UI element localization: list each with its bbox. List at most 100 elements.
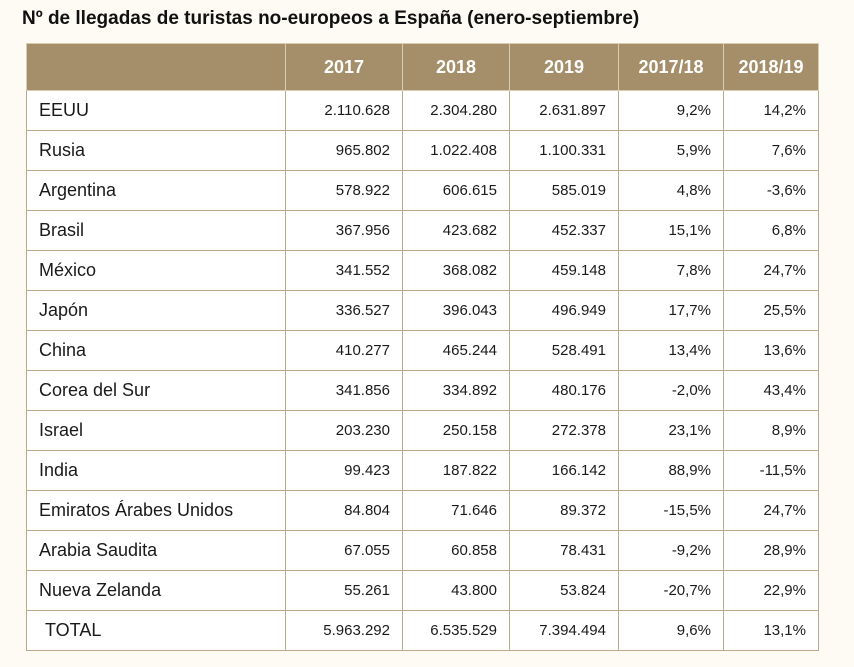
value-cell: 5,9% bbox=[618, 130, 724, 171]
country-cell: Corea del Sur bbox=[26, 370, 286, 411]
value-cell: 6.535.529 bbox=[402, 610, 510, 651]
value-cell: 272.378 bbox=[509, 410, 619, 451]
value-cell: 24,7% bbox=[723, 490, 819, 531]
value-cell: 606.615 bbox=[402, 170, 510, 211]
table-row: Brasil 367.956 423.682 452.337 15,1% 6,8% bbox=[26, 210, 819, 251]
header-cell-2018: 2018 bbox=[402, 43, 510, 91]
header-cell-2019: 2019 bbox=[509, 43, 619, 91]
value-cell: 250.158 bbox=[402, 410, 510, 451]
value-cell: 88,9% bbox=[618, 450, 724, 491]
country-cell: Brasil bbox=[26, 210, 286, 251]
value-cell: 53.824 bbox=[509, 570, 619, 611]
value-cell: 24,7% bbox=[723, 250, 819, 291]
country-cell: India bbox=[26, 450, 286, 491]
value-cell: 452.337 bbox=[509, 210, 619, 251]
country-cell: Rusia bbox=[26, 130, 286, 171]
country-cell: China bbox=[26, 330, 286, 371]
value-cell: 2.304.280 bbox=[402, 90, 510, 131]
country-cell: Israel bbox=[26, 410, 286, 451]
table-row: México 341.552 368.082 459.148 7,8% 24,7% bbox=[26, 250, 819, 291]
header-cell-2017: 2017 bbox=[285, 43, 403, 91]
value-cell: 22,9% bbox=[723, 570, 819, 611]
value-cell: 166.142 bbox=[509, 450, 619, 491]
value-cell: 43,4% bbox=[723, 370, 819, 411]
value-cell: -11,5% bbox=[723, 450, 819, 491]
value-cell: 7,6% bbox=[723, 130, 819, 171]
country-cell: Emiratos Árabes Unidos bbox=[26, 490, 286, 531]
table-row: Nueva Zelanda 55.261 43.800 53.824 -20,7% 22,… bbox=[26, 570, 819, 611]
value-cell: 67.055 bbox=[285, 530, 403, 571]
value-cell: 78.431 bbox=[509, 530, 619, 571]
value-cell: 6,8% bbox=[723, 210, 819, 251]
value-cell: 13,1% bbox=[723, 610, 819, 651]
value-cell: 341.856 bbox=[285, 370, 403, 411]
value-cell: 99.423 bbox=[285, 450, 403, 491]
value-cell: 8,9% bbox=[723, 410, 819, 451]
country-cell: EEUU bbox=[26, 90, 286, 131]
value-cell: 496.949 bbox=[509, 290, 619, 331]
value-cell: 2.631.897 bbox=[509, 90, 619, 131]
table-row: Arabia Saudita 67.055 60.858 78.431 -9,2% 28,… bbox=[26, 530, 819, 571]
value-cell: 71.646 bbox=[402, 490, 510, 531]
value-cell: 459.148 bbox=[509, 250, 619, 291]
value-cell: 480.176 bbox=[509, 370, 619, 411]
header-row: 2017 2018 2019 2017/18 2018/19 bbox=[26, 43, 819, 91]
value-cell: 334.892 bbox=[402, 370, 510, 411]
value-cell: 341.552 bbox=[285, 250, 403, 291]
value-cell: 7,8% bbox=[618, 250, 724, 291]
value-cell: 15,1% bbox=[618, 210, 724, 251]
country-cell: México bbox=[26, 250, 286, 291]
value-cell: 368.082 bbox=[402, 250, 510, 291]
table-row: Corea del Sur 341.856 334.892 480.176 -2,0% 4… bbox=[26, 370, 819, 411]
value-cell: 203.230 bbox=[285, 410, 403, 451]
value-cell: 528.491 bbox=[509, 330, 619, 371]
value-cell: 965.802 bbox=[285, 130, 403, 171]
value-cell: 84.804 bbox=[285, 490, 403, 531]
value-cell: 55.261 bbox=[285, 570, 403, 611]
value-cell: 4,8% bbox=[618, 170, 724, 211]
value-cell: 578.922 bbox=[285, 170, 403, 211]
value-cell: 465.244 bbox=[402, 330, 510, 371]
value-cell: 9,6% bbox=[618, 610, 724, 651]
header-cell-country bbox=[26, 43, 286, 91]
value-cell: 14,2% bbox=[723, 90, 819, 131]
value-cell: -15,5% bbox=[618, 490, 724, 531]
value-cell: 28,9% bbox=[723, 530, 819, 571]
value-cell: 13,4% bbox=[618, 330, 724, 371]
value-cell: 7.394.494 bbox=[509, 610, 619, 651]
value-cell: 187.822 bbox=[402, 450, 510, 491]
table-title: Nº de llegadas de turistas no-europeos a… bbox=[22, 8, 640, 29]
value-cell: 585.019 bbox=[509, 170, 619, 211]
header-cell-2017-18: 2017/18 bbox=[618, 43, 724, 91]
value-cell: -2,0% bbox=[618, 370, 724, 411]
arrivals-table: 2017 2018 2019 2017/18 2018/19 EEUU 2.110… bbox=[26, 43, 819, 651]
value-cell: -9,2% bbox=[618, 530, 724, 571]
value-cell: -20,7% bbox=[618, 570, 724, 611]
value-cell: 25,5% bbox=[723, 290, 819, 331]
value-cell: 89.372 bbox=[509, 490, 619, 531]
table-row: Rusia 965.802 1.022.408 1.100.331 5,9% 7,6% bbox=[26, 130, 819, 171]
table-row: Emiratos Árabes Unidos 84.804 71.646 89.372… bbox=[26, 490, 819, 531]
table-row: Japón 336.527 396.043 496.949 17,7% 25,5% bbox=[26, 290, 819, 331]
table-row: Israel 203.230 250.158 272.378 23,1% 8,9% bbox=[26, 410, 819, 451]
value-cell: 396.043 bbox=[402, 290, 510, 331]
value-cell: 1.100.331 bbox=[509, 130, 619, 171]
value-cell: 423.682 bbox=[402, 210, 510, 251]
table-row: Argentina 578.922 606.615 585.019 4,8% -3,6% bbox=[26, 170, 819, 211]
value-cell: 2.110.628 bbox=[285, 90, 403, 131]
country-cell: TOTAL bbox=[26, 610, 286, 651]
value-cell: 367.956 bbox=[285, 210, 403, 251]
value-cell: 60.858 bbox=[402, 530, 510, 571]
value-cell: 1.022.408 bbox=[402, 130, 510, 171]
value-cell: 23,1% bbox=[618, 410, 724, 451]
table-row: India 99.423 187.822 166.142 88,9% -11,5% bbox=[26, 450, 819, 491]
value-cell: 13,6% bbox=[723, 330, 819, 371]
table-body: EEUU 2.110.628 2.304.280 2.631.897 9,2% 14,2%… bbox=[26, 90, 819, 651]
total-row: TOTAL 5.963.292 6.535.529 7.394.494 9,6% 13,1… bbox=[26, 610, 819, 651]
country-cell: Arabia Saudita bbox=[26, 530, 286, 571]
value-cell: 17,7% bbox=[618, 290, 724, 331]
country-cell: Japón bbox=[26, 290, 286, 331]
value-cell: -3,6% bbox=[723, 170, 819, 211]
country-cell: Argentina bbox=[26, 170, 286, 211]
value-cell: 410.277 bbox=[285, 330, 403, 371]
